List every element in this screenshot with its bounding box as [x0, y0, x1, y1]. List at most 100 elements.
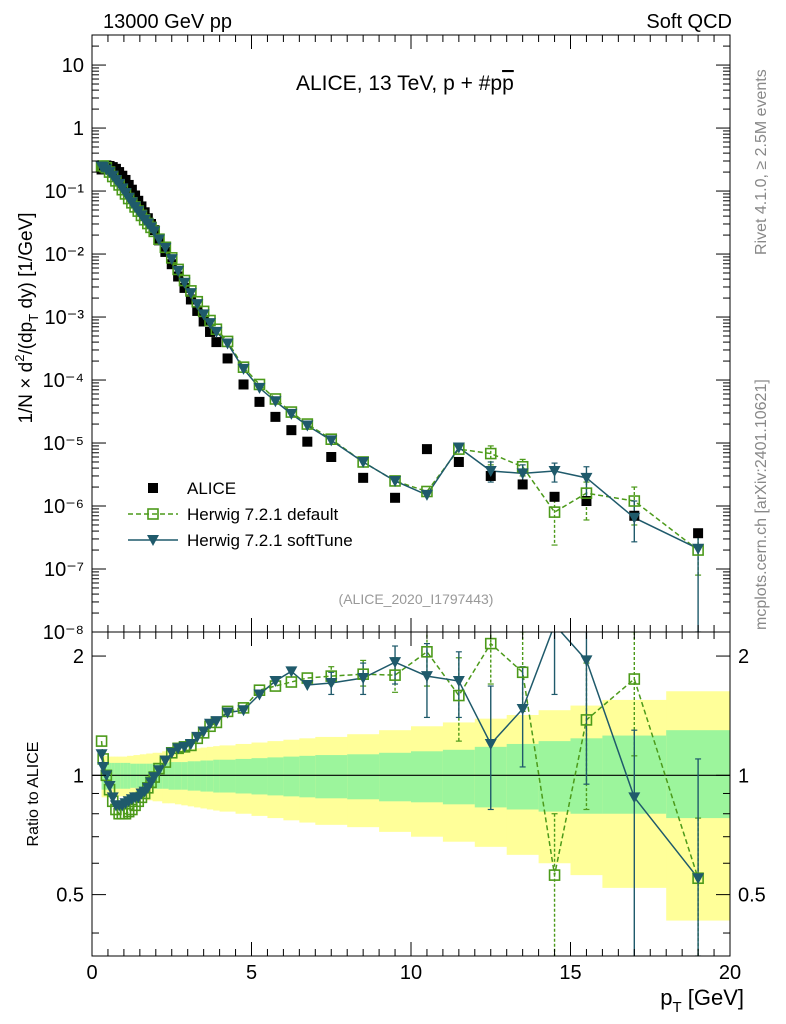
herwig-softtune-point — [172, 265, 185, 277]
alice-data-point — [130, 190, 141, 201]
main-y-tick-label: 10⁻⁶ — [43, 496, 84, 518]
stat-uncertainty-band — [219, 759, 237, 793]
legend-softtune-marker — [147, 535, 159, 546]
ratio-softtune-point — [484, 738, 497, 750]
herwig-softtune-point — [301, 420, 314, 432]
ratio-y-tick-label: 0.5 — [56, 885, 84, 907]
ratio-softtune-point — [165, 747, 178, 759]
ratio-softtune-point — [516, 704, 529, 716]
herwig-softtune-point — [184, 288, 197, 300]
ratio-softtune-point — [253, 689, 266, 701]
ratio-softtune-point — [106, 792, 119, 804]
mcplots-label: mcplots.cern.ch [arXiv:2401.10621] — [753, 379, 770, 630]
ratio-default-point — [628, 673, 641, 685]
ratio-softtune-point — [148, 772, 161, 784]
ratio-softtune-point — [357, 673, 370, 685]
ratio-softtune-point — [191, 731, 204, 743]
herwig-softtune-point — [237, 363, 250, 375]
stat-uncertainty-band — [213, 759, 221, 793]
ratio-softtune-point — [221, 707, 234, 719]
main-title-text: ALICE, 13 TeV, p + #p — [296, 72, 502, 95]
ratio-softtune-point — [97, 761, 110, 773]
stat-uncertainty-band — [411, 751, 444, 803]
herwig-softtune-point — [389, 475, 402, 487]
stat-uncertainty-band — [187, 761, 195, 791]
stat-uncertainty-band — [267, 757, 284, 796]
stat-uncertainty-band — [235, 758, 252, 794]
main-y-tick-label: 1 — [73, 118, 84, 140]
x-tick-label: 5 — [246, 962, 257, 984]
ratio-softtune-point — [184, 738, 197, 750]
stat-uncertainty-band — [206, 760, 214, 792]
ratio-y-tick-label-right: 1 — [738, 765, 749, 787]
ratio-softtune-point — [325, 678, 338, 690]
alice-data-point — [693, 528, 704, 539]
alice-data-point — [326, 451, 337, 462]
alice-data-point — [270, 411, 281, 422]
alice-data-point — [549, 491, 560, 502]
herwig-softtune-point — [548, 465, 561, 477]
stat-uncertainty-band — [347, 754, 380, 800]
ratio-softtune-point — [103, 780, 116, 792]
ratio-softtune-point — [197, 726, 210, 738]
main-y-tick-label: 10⁻⁴ — [43, 370, 84, 392]
x-tick-label: 10 — [400, 962, 422, 984]
herwig-softtune-point — [285, 408, 298, 420]
herwig-softtune-point — [197, 309, 210, 321]
ratio-default-point — [516, 666, 529, 679]
alice-data-point — [390, 492, 401, 503]
x-tick-label: 0 — [86, 962, 97, 984]
main-y-tick-label: 10⁻⁸ — [43, 622, 84, 644]
analysis-label: (ALICE_2020_I1797443) — [339, 591, 494, 607]
legend-label: Herwig 7.2.1 softTune — [187, 531, 353, 550]
main-y-axis-title: 1/N × d2/(dpT dy) [1/GeV] — [12, 212, 41, 423]
rivet-label: Rivet 4.1.0, ≥ 2.5M events — [753, 69, 770, 255]
herwig-softtune-point — [178, 277, 191, 289]
stat-uncertainty-band — [538, 741, 571, 812]
herwig-softtune-point — [325, 435, 338, 447]
main-y-tick-label: 10⁻⁷ — [44, 559, 84, 581]
alice-data-point — [185, 294, 196, 305]
ratio-default-point — [285, 676, 298, 688]
herwig-softtune-point — [357, 456, 370, 468]
herwig-softtune-point — [191, 299, 204, 311]
ratio-default-point — [95, 735, 108, 747]
ratio-softtune-point — [237, 705, 250, 717]
herwig-softtune-point — [452, 442, 465, 454]
ratio-default-point — [453, 689, 465, 702]
main-title: ALICE, 13 TeV, p + #pp — [296, 72, 514, 95]
ratio-softtune-point — [210, 716, 223, 728]
ratio-y-tick-label: 1 — [73, 765, 84, 787]
ratio-softtune-point — [628, 792, 641, 804]
stat-uncertainty-band — [442, 749, 476, 805]
herwig-softtune-point — [420, 489, 433, 501]
alice-data-point — [133, 195, 144, 206]
ratio-softtune-point — [389, 657, 402, 669]
herwig-softtune-point — [692, 543, 705, 555]
main-y-tick-label: 10⁻⁵ — [43, 433, 84, 455]
stat-uncertainty-band — [315, 755, 348, 799]
alice-data-point — [517, 479, 528, 490]
alice-data-point — [581, 496, 592, 507]
ratio-softtune-point — [269, 676, 282, 688]
ratio-y-tick-label-right: 0.5 — [738, 885, 766, 907]
ratio-default-line — [100, 642, 699, 879]
alice-data-point — [126, 184, 137, 195]
stat-uncertainty-band — [200, 760, 208, 792]
alice-data-point — [222, 353, 233, 364]
legend: ALICE Herwig 7.2.1 default Herwig 7.2.1 so… — [128, 479, 353, 550]
ratio-default-point — [580, 714, 593, 726]
ratio-softtune-point — [95, 749, 108, 761]
stat-uncertainty-band — [194, 761, 201, 791]
ratio-softtune-point — [178, 741, 191, 753]
ratio-softtune-point — [452, 676, 465, 688]
herwig-softtune-point — [152, 234, 165, 246]
ratio-default-point — [548, 869, 561, 881]
alice-data-point — [205, 326, 216, 337]
main-y-tick-label: 10⁻² — [45, 244, 85, 266]
herwig-softtune-point — [484, 465, 497, 477]
herwig-softtune-point — [580, 472, 593, 484]
legend-alice-marker — [148, 483, 158, 493]
herwig-default-point — [628, 495, 641, 507]
